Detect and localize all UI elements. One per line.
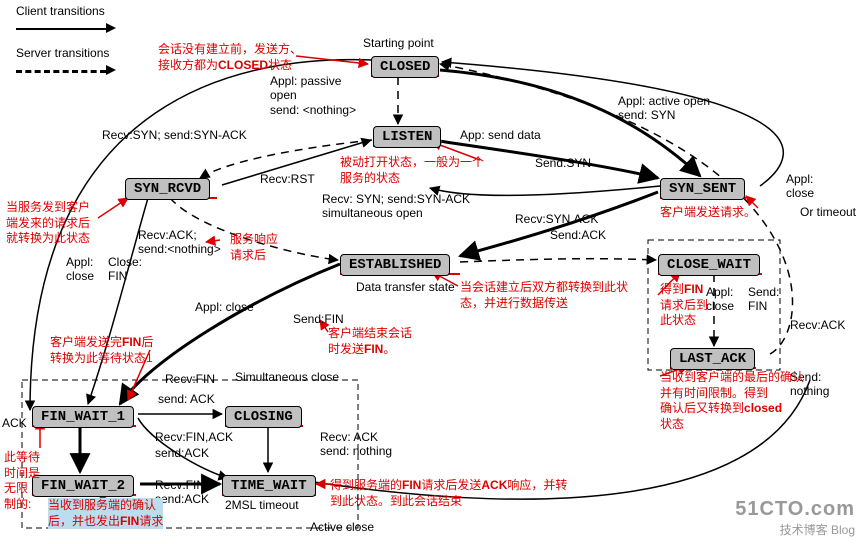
edge-label-26: send:ACK: [155, 446, 209, 460]
state-close_wait: CLOSE_WAIT: [658, 254, 760, 276]
edge-label-22: Simultaneous close: [235, 370, 339, 384]
edge-label-24: send: ACK: [158, 392, 215, 406]
edge-label-32: ACK: [2, 416, 27, 430]
edge-label-15: Appl: close: [195, 300, 254, 314]
legend-server-label: Server transitions: [16, 46, 109, 60]
legend-client-label: Client transitions: [16, 4, 105, 18]
edge-label-30: 2MSL timeout: [225, 498, 299, 512]
edge-label-18: Appl: close: [706, 285, 734, 314]
edge-label-12: Or timeout: [800, 205, 856, 219]
state-syn_sent: SYN_SENT: [660, 178, 745, 200]
edge-label-27: Recv: ACK send: nothing: [320, 430, 392, 459]
edge-label-9: Send:ACK: [550, 228, 606, 242]
edge-label-7: Recv: SYN; send:SYN-ACK simultaneous ope…: [322, 192, 470, 221]
edge-label-11: Appl: close: [786, 172, 814, 201]
edge-label-1: Appl: passive open send: <nothing>: [270, 74, 356, 117]
edge-label-2: Appl: active open send: SYN: [618, 94, 710, 123]
edge-label-28: Recv:FIN: [155, 478, 205, 492]
annotation-5: 当会话建立后双方都转换到此状态，并进行数据传送: [460, 280, 628, 311]
annotation-9: 当收到客户端的最后的确认并有时间限制。得到确认后又转换到closed状态: [660, 370, 804, 432]
edge-10: [460, 259, 656, 262]
edge-label-23: Recv:FIN: [165, 372, 215, 386]
annotation-1: 被动打开状态，一般为一个服务的状态: [340, 155, 484, 186]
edge-label-8: Recv:SYN,ACK: [515, 212, 598, 226]
annotation-8: 客户端发送完FIN后转换为此等待状态1: [50, 335, 153, 366]
edge-label-10: Recv:ACK; send:<nothing>: [138, 228, 221, 257]
annotation-6: 得到FIN请求后到此状态: [660, 282, 708, 329]
annotation-0: 会话没有建立前，发送方、接收方都为CLOSED状态: [158, 42, 302, 73]
edge-label-4: Recv:SYN; send:SYN-ACK: [102, 128, 247, 142]
annotation-7: 客户端结束会话时发送FIN。: [328, 326, 412, 357]
edge-label-31: Active close: [310, 520, 374, 534]
edge-label-3: App: send data: [460, 128, 541, 142]
red-arrow-1: [98, 198, 128, 218]
annotation-2: 当服务发到客户端发来的请求后就转换为此状态: [6, 200, 90, 247]
state-time_wait: TIME_WAIT: [222, 475, 316, 497]
annotation-4: 客户端发送请求。: [660, 205, 756, 221]
edge-label-13: Appl: close: [66, 255, 94, 284]
edge-label-0: Starting point: [363, 36, 434, 50]
edge-label-19: Send: FIN: [748, 285, 779, 314]
annotation-12: 得到服务端的FIN请求后发送ACK响应，并转到此状态。到此会话结束: [330, 478, 567, 509]
edge-label-5: Send:SYN: [535, 156, 591, 170]
annotation-10: 此等待时间是无限制的:: [4, 450, 40, 512]
state-closing: CLOSING: [225, 406, 302, 428]
state-established: ESTABLISHED: [340, 254, 450, 276]
state-fin_wait_2: FIN_WAIT_2: [32, 475, 134, 497]
edge-label-16: Data transfer state: [356, 280, 455, 294]
edge-label-20: Recv:ACK: [790, 318, 845, 332]
edge-label-6: Recv:RST: [260, 172, 315, 186]
edge-label-14: Close: FIN: [108, 255, 142, 284]
state-syn_rcvd: SYN_RCVD: [125, 178, 210, 200]
state-last_ack: LAST_ACK: [670, 348, 755, 370]
state-fin_wait_1: FIN_WAIT_1: [32, 406, 134, 428]
edge-label-25: Recv:FIN,ACK: [155, 430, 233, 444]
state-listen: LISTEN: [373, 126, 441, 148]
edge-label-17: Send:FIN: [293, 312, 344, 326]
annotation-11: 当收到服务端的确认后，并也发出FIN请求: [48, 498, 163, 529]
state-closed: CLOSED: [371, 56, 439, 78]
annotation-3: 服务响应请求后: [230, 232, 278, 263]
